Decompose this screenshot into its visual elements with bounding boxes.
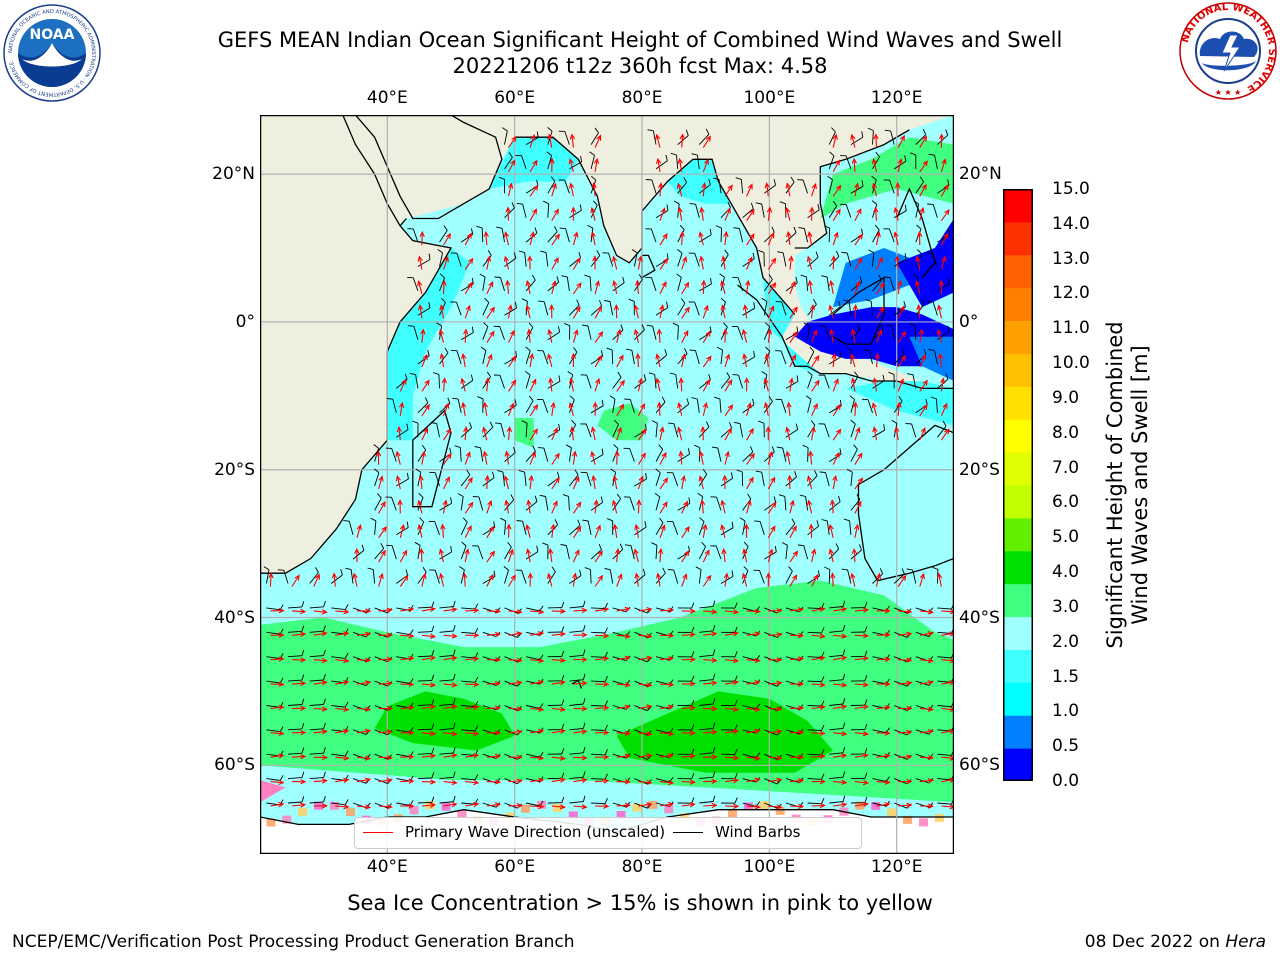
lat-label-right: 0° bbox=[959, 311, 979, 332]
lon-label-top: 60°E bbox=[494, 88, 536, 108]
colorbar-tick-label: 4.0 bbox=[1052, 562, 1080, 583]
colorbar-title: Significant Height of Combined Wind Wave… bbox=[1103, 321, 1152, 649]
chart-subtitle: 20221206 t12z 360h fcst Max: 4.58 bbox=[452, 54, 828, 78]
generation-date: 08 Dec 2022 on Hera bbox=[1084, 932, 1266, 952]
legend-entry-wave: Primary Wave Direction (unscaled) bbox=[363, 823, 665, 841]
graticule bbox=[260, 115, 954, 854]
lon-label-top: 100°E bbox=[743, 88, 796, 108]
colorbar-tick-label: 3.0 bbox=[1052, 596, 1080, 617]
colorbar-tick-label: 12.0 bbox=[1052, 283, 1090, 304]
legend-entry-barb: Wind Barbs bbox=[673, 823, 800, 841]
lat-label-right: 60°S bbox=[959, 755, 1000, 776]
lon-label-bottom: 80°E bbox=[621, 857, 663, 877]
lat-label-right: 20°N bbox=[959, 164, 1002, 185]
ocean-wave-map bbox=[260, 115, 954, 854]
colorbar-tick-label: 6.0 bbox=[1052, 492, 1080, 513]
legend-wave-label: Primary Wave Direction (unscaled) bbox=[405, 823, 666, 841]
lat-label-left: 20°S bbox=[214, 459, 255, 480]
lat-label-left: 20°N bbox=[212, 164, 255, 185]
map-legend: Primary Wave Direction (unscaled) Wind B… bbox=[354, 817, 862, 849]
lon-label-bottom: 120°E bbox=[870, 857, 923, 877]
colorbar-tick-label: 14.0 bbox=[1052, 213, 1090, 234]
lat-label-right: 20°S bbox=[959, 459, 1000, 480]
colorbar-tick-label: 0.5 bbox=[1052, 736, 1080, 757]
colorbar-tick-label: 9.0 bbox=[1052, 387, 1080, 408]
nws-logo: NATIONAL WEATHER SERVICE ★ ★ ★ bbox=[1179, 2, 1277, 100]
colorbar-tick-label: 2.0 bbox=[1052, 631, 1080, 652]
map-frame bbox=[260, 115, 954, 854]
lat-label-left: 60°S bbox=[214, 755, 255, 776]
chart-title: GEFS MEAN Indian Ocean Significant Heigh… bbox=[217, 28, 1063, 52]
colorbar-tick-label: 1.5 bbox=[1052, 666, 1080, 687]
svg-text:NOAA: NOAA bbox=[30, 27, 75, 43]
noaa-logo: NATIONAL OCEANIC AND ATMOSPHERIC ADMINIS… bbox=[3, 4, 101, 102]
colorbar-tick-label: 10.0 bbox=[1052, 353, 1090, 374]
wave-direction-arrows bbox=[268, 133, 954, 810]
lon-label-bottom: 100°E bbox=[743, 857, 796, 877]
lat-label-left: 40°S bbox=[214, 607, 255, 628]
colorbar-tick-label: 13.0 bbox=[1052, 248, 1090, 269]
lon-label-top: 40°E bbox=[366, 88, 408, 108]
lon-label-top: 80°E bbox=[621, 88, 663, 108]
colorbar-tick-label: 5.0 bbox=[1052, 527, 1080, 548]
lat-label-right: 40°S bbox=[959, 607, 1000, 628]
colorbar-tick-label: 0.0 bbox=[1052, 771, 1080, 791]
colorbar bbox=[1003, 189, 1033, 781]
lat-label-left: 0° bbox=[235, 311, 255, 332]
lon-label-bottom: 60°E bbox=[494, 857, 536, 877]
lon-label-bottom: 40°E bbox=[366, 857, 408, 877]
colorbar-tick-label: 7.0 bbox=[1052, 457, 1080, 478]
colorbar-tick-label: 15.0 bbox=[1052, 179, 1090, 199]
producer-credit: NCEP/EMC/Verification Post Processing Pr… bbox=[12, 932, 575, 952]
colorbar-tick-label: 8.0 bbox=[1052, 422, 1080, 443]
colorbar-tick-label: 11.0 bbox=[1052, 318, 1090, 339]
sea-ice-caption: Sea Ice Concentration > 15% is shown in … bbox=[347, 891, 933, 915]
svg-text:★ ★ ★: ★ ★ ★ bbox=[1215, 88, 1242, 97]
legend-barb-label: Wind Barbs bbox=[715, 823, 801, 841]
lon-label-top: 120°E bbox=[870, 88, 923, 108]
colorbar-tick-label: 1.0 bbox=[1052, 701, 1080, 722]
